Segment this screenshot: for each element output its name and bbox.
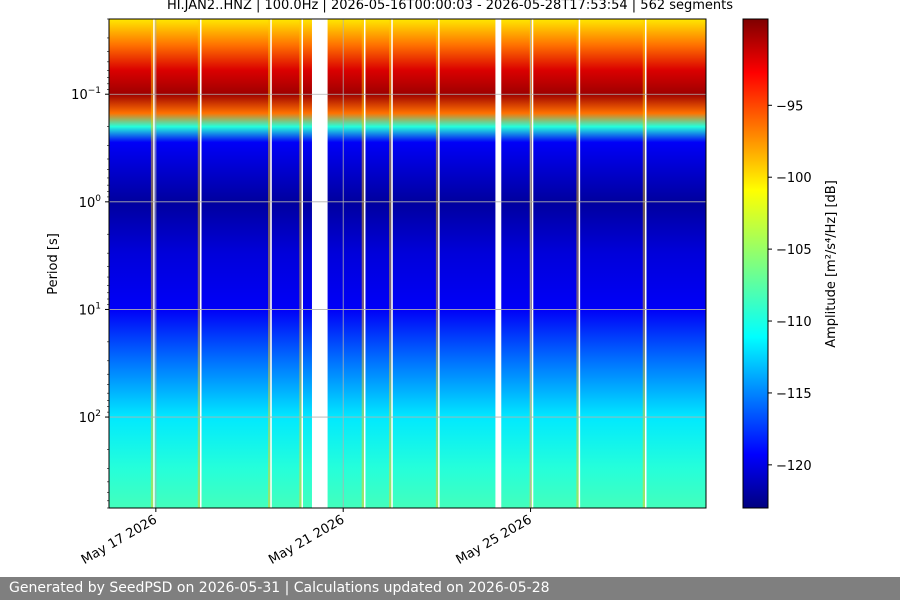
colorbar-label: Amplitude [m²/s⁴/Hz] [dB]	[824, 180, 839, 348]
energy-streak	[576, 19, 580, 508]
plot-frame	[108, 18, 707, 509]
colorbar-tick-label: −100	[776, 171, 812, 186]
y-tick-label: 100	[79, 194, 102, 211]
colorbar-tick-label: −115	[776, 387, 812, 402]
x-tick-label: May 25 2026	[454, 512, 535, 567]
energy-streak	[299, 19, 303, 508]
colorbar-ticks: −95 −100 −105 −110 −115 −120	[768, 99, 812, 474]
footer-bar: Generated by SeedPSD on 2026-05-31 | Cal…	[0, 577, 900, 600]
energy-streak	[150, 19, 154, 508]
x-tick-label: May 17 2026	[79, 512, 160, 567]
y-tick-label: 102	[79, 409, 101, 426]
y-tick-label: 101	[79, 301, 101, 318]
colorbar-tick-label: −120	[776, 459, 812, 474]
energy-streak	[642, 19, 646, 508]
grid-lines	[109, 19, 706, 508]
colorbar	[742, 18, 769, 509]
x-tick-label: May 21 2026	[266, 512, 347, 567]
energy-streak	[197, 19, 201, 508]
chart-title: HI.JAN2..HNZ | 100.0Hz | 2026-05-16T00:0…	[166, 0, 734, 13]
y-axis-label: Period [s]	[46, 233, 61, 295]
data-gap	[311, 19, 328, 508]
data-gap	[495, 19, 502, 508]
psd-chart: 10−1 100 101 102 May 17 2026 May 21 2026 May 2…	[46, 18, 839, 568]
y-tick-label: 10−1	[71, 86, 101, 103]
footer-text: Generated by SeedPSD on 2026-05-31 | Cal…	[9, 580, 550, 596]
spectrogram-image	[109, 19, 706, 508]
energy-streak	[268, 19, 272, 508]
energy-streak	[529, 19, 533, 508]
colorbar-tick-label: −105	[776, 243, 812, 258]
colorbar-tick-label: −110	[776, 315, 812, 330]
spectrogram-area	[109, 19, 706, 508]
energy-streak	[361, 19, 365, 508]
colorbar-tick-label: −95	[776, 99, 803, 114]
energy-streak	[389, 19, 393, 508]
energy-streak	[435, 19, 439, 508]
